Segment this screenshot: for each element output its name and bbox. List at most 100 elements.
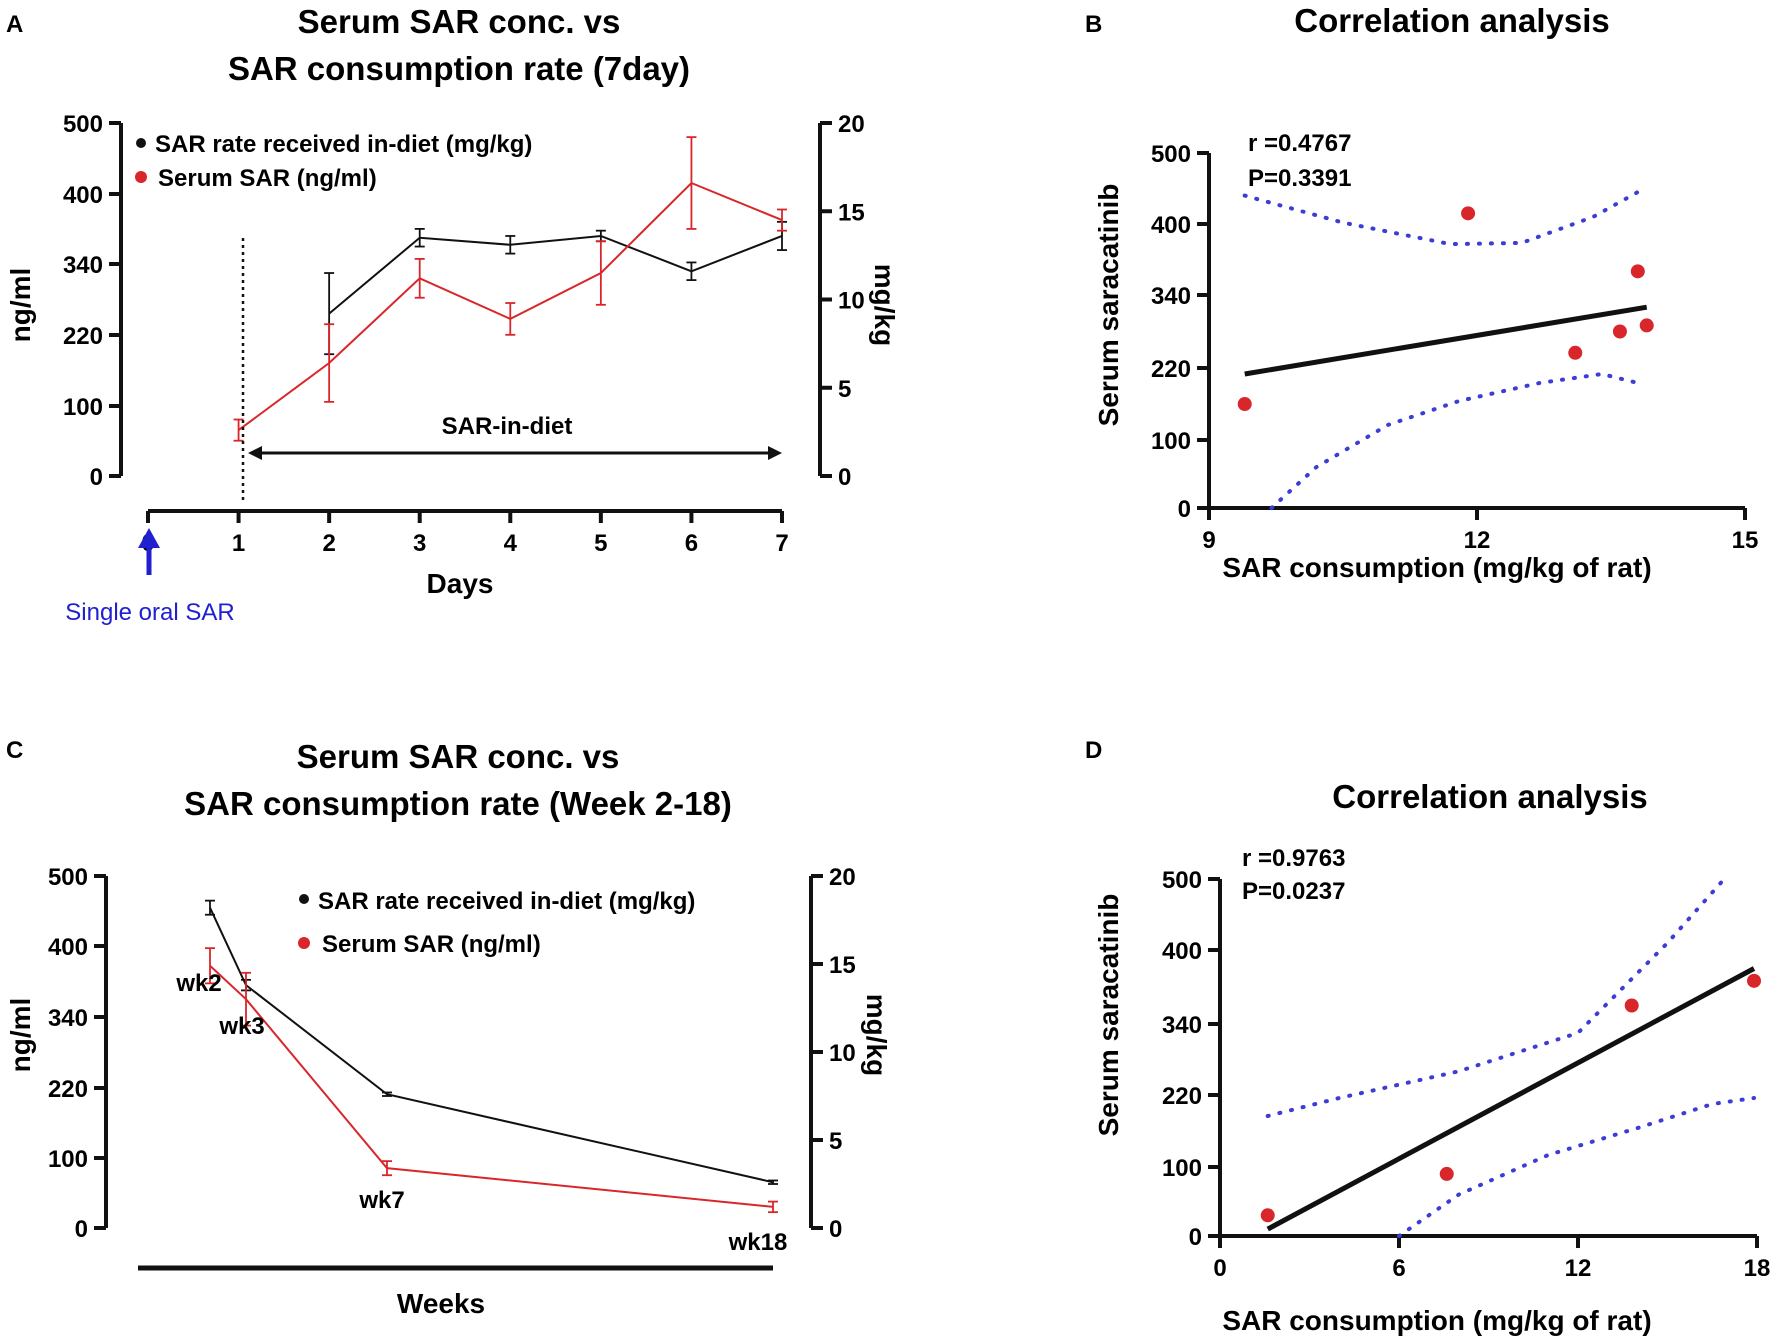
- panel-a-x-tick-label: 2: [322, 530, 335, 557]
- panel-b-stat-p: P=0.3391: [1248, 165, 1351, 192]
- panel-c-chart: Serum SAR conc. vs SAR consumption rate …: [5, 738, 892, 1319]
- panel-c-title-line2: SAR consumption rate (Week 2-18): [184, 785, 732, 822]
- panel-a-title-line2: SAR consumption rate (7day): [228, 50, 690, 87]
- panel-a-blue-arrowhead: [138, 528, 160, 548]
- panel-a-arrowhead-left: [248, 446, 262, 460]
- panel-c-week-label-wk7: wk7: [358, 1187, 404, 1214]
- panel-b-ci-lower: [1269, 371, 1640, 510]
- panel-b-y-tick-label: 400: [1151, 212, 1191, 239]
- panel-c-right-tick-label: 0: [829, 1216, 842, 1243]
- panel-d-data-point: [1439, 1166, 1454, 1181]
- panel-b-regression-line: [1244, 304, 1648, 377]
- panel-a-xlabel: Days: [427, 568, 494, 599]
- panel-a-ylabel-left: ng/ml: [5, 268, 36, 343]
- panel-a-arrowhead-right: [768, 446, 782, 460]
- panel-c-right-tick-label: 5: [829, 1128, 842, 1155]
- panel-b-chart: Correlation analysis Serum saracatinib S…: [1093, 2, 1758, 583]
- panel-d-ylabel: Serum saracatinib: [1093, 894, 1124, 1137]
- panel-d-x-tick-label: 0: [1213, 1255, 1226, 1282]
- panel-a-title-line1: Serum SAR conc. vs: [298, 3, 621, 40]
- panel-c-left-tick-label: 340: [48, 1005, 88, 1032]
- panel-c-right-tick-label: 10: [829, 1040, 856, 1067]
- panel-b-ylabel: Serum saracatinib: [1093, 184, 1124, 427]
- panel-b-stat-r: r =0.4767: [1248, 130, 1351, 157]
- panel-d-xlabel: SAR consumption (mg/kg of rat): [1222, 1305, 1651, 1336]
- panel-a-left-tick-label: 500: [63, 111, 103, 138]
- panel-label-c: C: [6, 737, 23, 764]
- panel-a-x-tick-label: 3: [413, 530, 426, 557]
- panel-a-left-tick-label: 400: [63, 182, 103, 209]
- panel-d-x-tick-label: 12: [1565, 1255, 1592, 1282]
- panel-b-x-tick-label: 9: [1202, 527, 1215, 554]
- panel-c-ylabel-right: mg/kg: [861, 994, 892, 1076]
- panel-a-x-tick-label: 1: [232, 530, 245, 557]
- panel-a-ylabel-right: mg/kg: [869, 264, 900, 346]
- panel-d-x-tick-label: 6: [1392, 1255, 1405, 1282]
- panel-a-legend-red-label: Serum SAR (ng/ml): [158, 165, 377, 192]
- panel-c-legend-black-marker: [299, 894, 309, 904]
- panel-a-right-tick-label: 10: [838, 288, 865, 315]
- panel-c-left-tick-label: 500: [48, 864, 88, 891]
- panel-d-y-tick-label: 220: [1162, 1083, 1202, 1110]
- panel-c-legend-black-label: SAR rate received in-diet (mg/kg): [318, 888, 695, 915]
- panel-a-legend-black-label: SAR rate received in-diet (mg/kg): [155, 131, 532, 158]
- panel-b-y-tick-label: 340: [1151, 283, 1191, 310]
- panel-a-single-oral-label: Single oral SAR: [65, 599, 234, 626]
- panel-b-data-point: [1630, 264, 1645, 279]
- panel-b-ci-upper: [1242, 190, 1640, 247]
- panel-b-data-point: [1237, 397, 1252, 411]
- panel-b-data-point: [1461, 206, 1476, 221]
- panel-c-series-rate-line: [209, 907, 774, 1184]
- panel-a-x-tick-label: 7: [775, 530, 788, 557]
- panel-d-ci-upper: [1265, 877, 1727, 1118]
- panel-c-legend-red-label: Serum SAR (ng/ml): [322, 931, 541, 958]
- panel-label-b: B: [1085, 11, 1102, 38]
- panel-d-y-tick-label: 0: [1189, 1224, 1202, 1251]
- panel-c-left-tick-label: 400: [48, 934, 88, 961]
- panel-d-stat-r: r =0.9763: [1242, 845, 1345, 872]
- panel-a-x-tick-label: 5: [594, 530, 607, 557]
- panel-d-stat-p: P=0.0237: [1242, 878, 1345, 905]
- panel-c-series-serum-line: [209, 965, 774, 1208]
- panel-b-data-point: [1639, 318, 1654, 333]
- panel-a-left-tick-label: 100: [63, 394, 103, 421]
- panel-d-data-point: [1747, 973, 1762, 988]
- panel-a-x-tick-label: 6: [685, 530, 698, 557]
- panel-a-legend-black-marker: [136, 138, 146, 148]
- panel-d-y-tick-label: 340: [1162, 1012, 1202, 1039]
- panel-c-week-label-wk2: wk2: [175, 970, 221, 997]
- panel-a-chart: Serum SAR conc. vs SAR consumption rate …: [5, 3, 900, 626]
- panel-b-y-tick-label: 0: [1178, 496, 1191, 523]
- panel-a-sar-in-diet-label: SAR-in-diet: [442, 413, 573, 440]
- panel-c-ylabel-left: ng/ml: [5, 998, 36, 1073]
- panel-a-right-tick-label: 5: [838, 376, 851, 403]
- panel-d-regression-line: [1266, 966, 1756, 1232]
- panel-d-y-tick-label: 400: [1162, 938, 1202, 965]
- panel-d-y-tick-label: 100: [1162, 1155, 1202, 1182]
- panel-c-left-tick-label: 0: [75, 1216, 88, 1243]
- panel-d-data-point: [1260, 1208, 1275, 1223]
- panel-a-left-tick-label: 0: [90, 464, 103, 491]
- panel-d-y-tick-label: 500: [1162, 867, 1202, 894]
- panel-d-data-point: [1624, 998, 1639, 1013]
- panel-b-y-tick-label: 220: [1151, 356, 1191, 383]
- panel-a-right-tick-label: 15: [838, 199, 865, 226]
- panel-c-week-label-wk3: wk3: [218, 1013, 264, 1040]
- panel-a-left-tick-label: 340: [63, 252, 103, 279]
- panel-b-xlabel: SAR consumption (mg/kg of rat): [1222, 552, 1651, 583]
- panel-c-left-tick-label: 220: [48, 1076, 88, 1103]
- panel-a-right-tick-label: 20: [838, 111, 865, 138]
- panel-c-xlabel: Weeks: [397, 1288, 485, 1319]
- panel-a-left-tick-label: 220: [63, 323, 103, 350]
- panel-b-x-tick-label: 15: [1732, 527, 1759, 554]
- panel-b-data-point: [1568, 345, 1583, 360]
- panel-b-data-point: [1612, 324, 1627, 339]
- panel-b-title: Correlation analysis: [1294, 2, 1609, 39]
- panel-b-y-tick-label: 500: [1151, 141, 1191, 168]
- panel-d-chart: Correlation analysis Serum saracatinib S…: [1093, 778, 1770, 1336]
- panel-c-legend-red-marker: [298, 937, 310, 949]
- panel-a-x-tick-label: 4: [504, 530, 518, 557]
- panel-d-title: Correlation analysis: [1332, 778, 1647, 815]
- panel-a-right-tick-label: 0: [838, 464, 851, 491]
